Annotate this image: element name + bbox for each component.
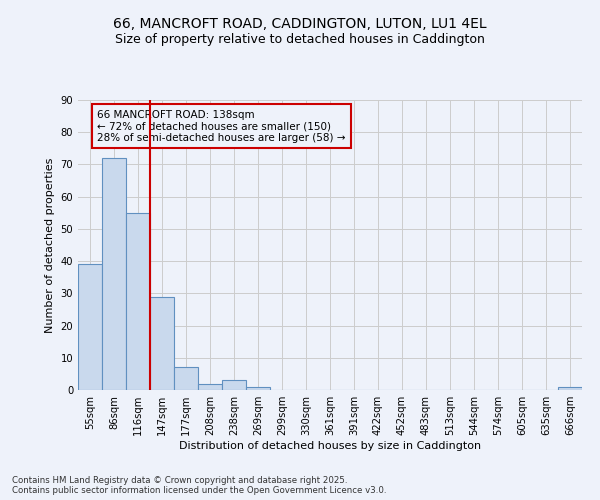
Text: Size of property relative to detached houses in Caddington: Size of property relative to detached ho…: [115, 32, 485, 46]
Bar: [78, 264, 102, 390]
Text: 66 MANCROFT ROAD: 138sqm
← 72% of detached houses are smaller (150)
28% of semi-: 66 MANCROFT ROAD: 138sqm ← 72% of detach…: [97, 110, 346, 143]
Bar: [174, 368, 198, 390]
Bar: [198, 384, 222, 390]
Text: 66, MANCROFT ROAD, CADDINGTON, LUTON, LU1 4EL: 66, MANCROFT ROAD, CADDINGTON, LUTON, LU…: [113, 18, 487, 32]
Bar: [150, 296, 174, 390]
Bar: [222, 380, 246, 390]
Bar: [126, 213, 150, 390]
Y-axis label: Number of detached properties: Number of detached properties: [45, 158, 55, 332]
Bar: [246, 387, 270, 390]
Bar: [558, 387, 582, 390]
Text: Contains HM Land Registry data © Crown copyright and database right 2025.
Contai: Contains HM Land Registry data © Crown c…: [12, 476, 386, 495]
X-axis label: Distribution of detached houses by size in Caddington: Distribution of detached houses by size …: [179, 441, 481, 451]
Bar: [102, 158, 126, 390]
